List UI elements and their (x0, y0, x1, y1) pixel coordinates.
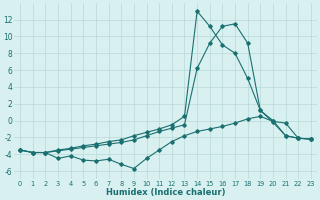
X-axis label: Humidex (Indice chaleur): Humidex (Indice chaleur) (106, 188, 225, 197)
